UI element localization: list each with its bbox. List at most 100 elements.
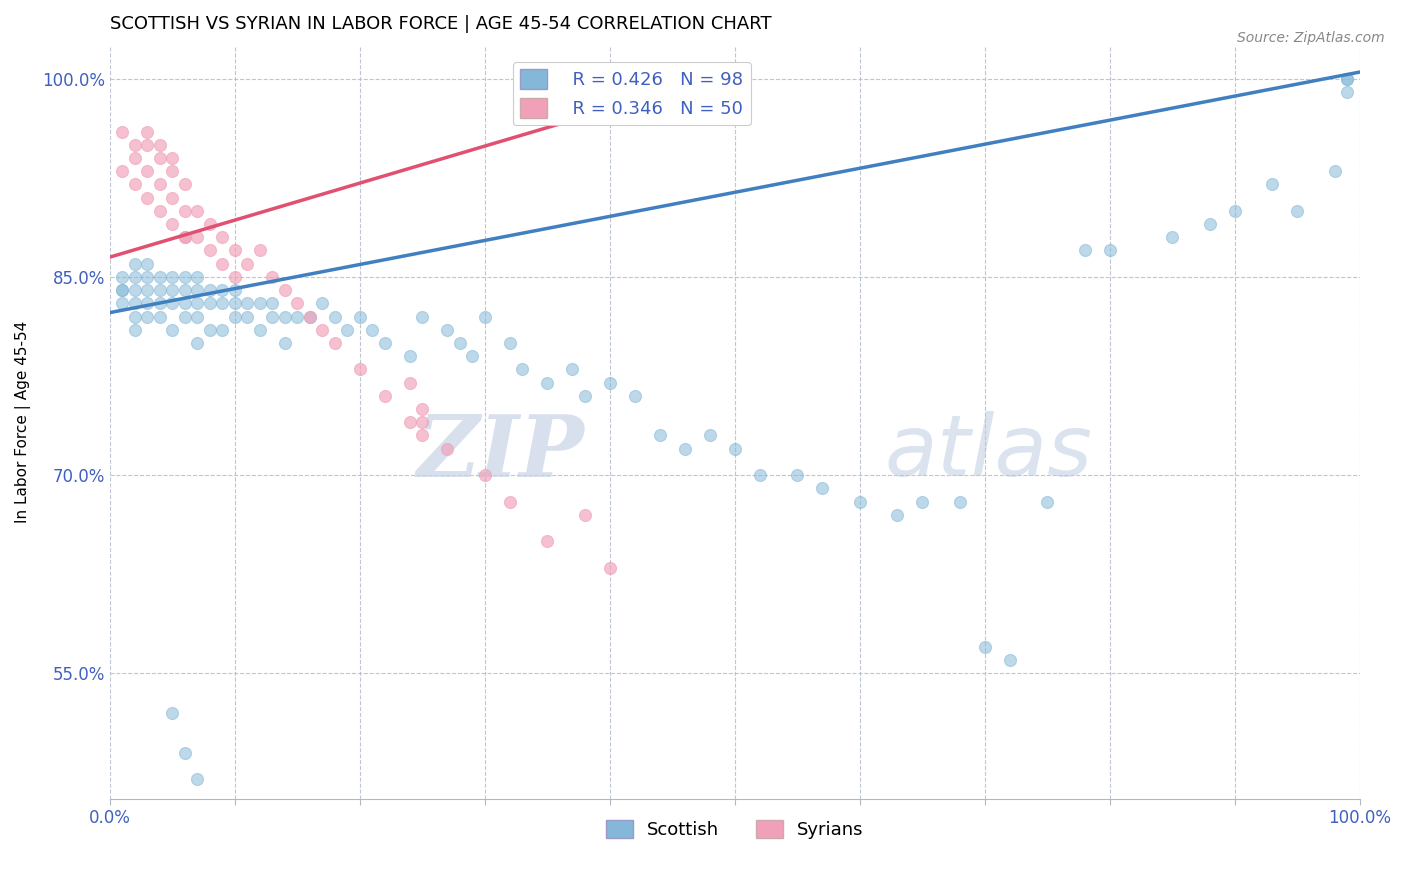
Point: [786, 468, 808, 483]
Point: [162, 164, 184, 178]
Point: [262, 296, 284, 310]
Point: [224, 283, 246, 297]
Point: [911, 494, 934, 508]
Point: [162, 191, 184, 205]
Point: [599, 560, 621, 574]
Point: [224, 296, 246, 310]
Point: [174, 283, 197, 297]
Point: [186, 310, 208, 324]
Point: [211, 323, 233, 337]
Point: [1223, 203, 1246, 218]
Point: [124, 151, 146, 165]
Point: [162, 217, 184, 231]
Point: [349, 310, 371, 324]
Point: [1336, 85, 1358, 99]
Point: [136, 191, 159, 205]
Point: [174, 269, 197, 284]
Point: [336, 323, 359, 337]
Point: [811, 481, 834, 495]
Point: [198, 323, 221, 337]
Point: [174, 310, 197, 324]
Point: [673, 442, 696, 456]
Point: [499, 494, 522, 508]
Point: [124, 283, 146, 297]
Point: [124, 137, 146, 152]
Point: [474, 468, 496, 483]
Point: [198, 217, 221, 231]
Point: [186, 269, 208, 284]
Point: [411, 310, 433, 324]
Point: [186, 772, 208, 786]
Point: [236, 296, 259, 310]
Point: [236, 257, 259, 271]
Point: [162, 151, 184, 165]
Point: [211, 257, 233, 271]
Point: [623, 389, 645, 403]
Point: [136, 296, 159, 310]
Point: [224, 310, 246, 324]
Point: [124, 310, 146, 324]
Point: [323, 335, 346, 350]
Point: [886, 508, 908, 522]
Legend: Scottish, Syrians: Scottish, Syrians: [599, 813, 870, 847]
Point: [149, 296, 172, 310]
Point: [162, 269, 184, 284]
Point: [149, 137, 172, 152]
Point: [124, 296, 146, 310]
Point: [124, 269, 146, 284]
Point: [374, 335, 396, 350]
Point: [174, 296, 197, 310]
Point: [136, 124, 159, 138]
Point: [186, 203, 208, 218]
Point: [599, 376, 621, 390]
Point: [274, 283, 297, 297]
Point: [136, 283, 159, 297]
Point: [262, 310, 284, 324]
Y-axis label: In Labor Force | Age 45-54: In Labor Force | Age 45-54: [15, 321, 31, 524]
Point: [998, 653, 1021, 667]
Point: [111, 283, 134, 297]
Point: [648, 428, 671, 442]
Point: [949, 494, 972, 508]
Text: ZIP: ZIP: [418, 410, 585, 494]
Point: [323, 310, 346, 324]
Point: [298, 310, 321, 324]
Point: [136, 310, 159, 324]
Point: [149, 151, 172, 165]
Point: [111, 296, 134, 310]
Point: [211, 283, 233, 297]
Point: [149, 283, 172, 297]
Point: [461, 349, 484, 363]
Point: [298, 310, 321, 324]
Point: [162, 323, 184, 337]
Point: [111, 269, 134, 284]
Point: [136, 269, 159, 284]
Point: [1261, 178, 1284, 192]
Point: [574, 389, 596, 403]
Point: [174, 203, 197, 218]
Point: [399, 349, 422, 363]
Point: [174, 746, 197, 760]
Point: [111, 283, 134, 297]
Point: [1336, 71, 1358, 86]
Point: [311, 296, 333, 310]
Point: [198, 244, 221, 258]
Point: [436, 323, 458, 337]
Point: [399, 376, 422, 390]
Point: [198, 283, 221, 297]
Point: [411, 428, 433, 442]
Point: [198, 296, 221, 310]
Point: [287, 310, 309, 324]
Point: [262, 269, 284, 284]
Point: [186, 283, 208, 297]
Point: [411, 402, 433, 417]
Point: [174, 178, 197, 192]
Point: [474, 310, 496, 324]
Point: [274, 335, 297, 350]
Point: [224, 269, 246, 284]
Point: [510, 362, 533, 376]
Point: [1036, 494, 1059, 508]
Point: [186, 335, 208, 350]
Point: [111, 164, 134, 178]
Point: [1336, 71, 1358, 86]
